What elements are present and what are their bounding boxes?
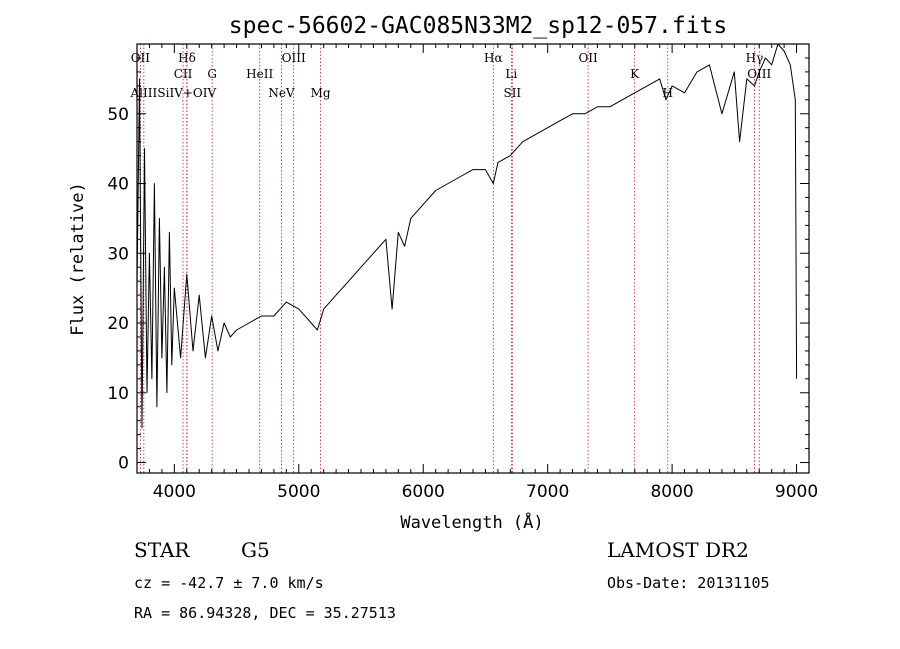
coordinates: RA = 86.94328, DEC = 35.27513 — [134, 604, 396, 622]
x-tick-label: 8000 — [650, 482, 693, 502]
line-marker-label: OIII — [747, 67, 771, 81]
x-tick-label: 4000 — [153, 482, 196, 502]
redshift-cz: cz = -42.7 ± 7.0 km/s — [134, 574, 324, 592]
y-tick-label: 30 — [107, 244, 129, 264]
line-marker-label: OII — [578, 51, 598, 65]
line-marker-label: Hγ — [746, 51, 764, 65]
x-axis-ticks: 4000 5000 6000 7000 8000 9000 — [136, 44, 818, 502]
line-marker-label: Hα — [484, 51, 503, 65]
line-marker-label: Li — [505, 67, 517, 81]
line-marker-label: OIII — [282, 51, 306, 65]
spectrum-line — [136, 43, 798, 429]
line-marker-label: NeV — [268, 86, 295, 100]
subclass: G5 — [241, 538, 270, 562]
line-marker-label: K — [630, 67, 640, 81]
y-axis-label: Flux (relative) — [68, 182, 88, 336]
line-marker-label: Hδ — [178, 51, 196, 65]
x-tick-label: 9000 — [775, 482, 818, 502]
plot-frame — [136, 43, 810, 474]
line-marker-label: Mg — [311, 86, 331, 100]
spectrum-series — [136, 43, 798, 429]
y-tick-label: 40 — [107, 175, 129, 195]
line-marker-label: SII — [503, 86, 521, 100]
line-marker-label: AlIII — [129, 86, 157, 100]
x-tick-label: 5000 — [277, 482, 320, 502]
line-marker-label: HeII — [246, 67, 273, 81]
line-marker-label: G — [207, 67, 217, 81]
y-tick-label: 20 — [107, 314, 129, 334]
survey-name: LAMOST DR2 — [607, 538, 749, 562]
line-marker-label: H — [663, 86, 673, 100]
y-axis-ticks: 0 10 20 30 40 50 — [107, 57, 809, 474]
x-tick-label: 7000 — [526, 482, 569, 502]
obs-date: Obs-Date: 20131105 — [607, 574, 770, 592]
line-marker-label: CII — [174, 67, 193, 81]
x-axis-label: Wavelength (Å) — [400, 511, 543, 533]
y-tick-label: 0 — [118, 454, 129, 474]
y-tick-label: 10 — [107, 384, 129, 404]
x-tick-label: 6000 — [402, 482, 445, 502]
chart-title: spec-56602-GAC085N33M2_sp12-057.fits — [229, 13, 728, 39]
spectral-line-markers: AlIIIOIICIISiIV+OIVHδGNeVOIIIHeIIMgHαLiS… — [129, 44, 772, 473]
object-class: STAR — [134, 538, 190, 562]
y-tick-label: 50 — [107, 105, 129, 125]
